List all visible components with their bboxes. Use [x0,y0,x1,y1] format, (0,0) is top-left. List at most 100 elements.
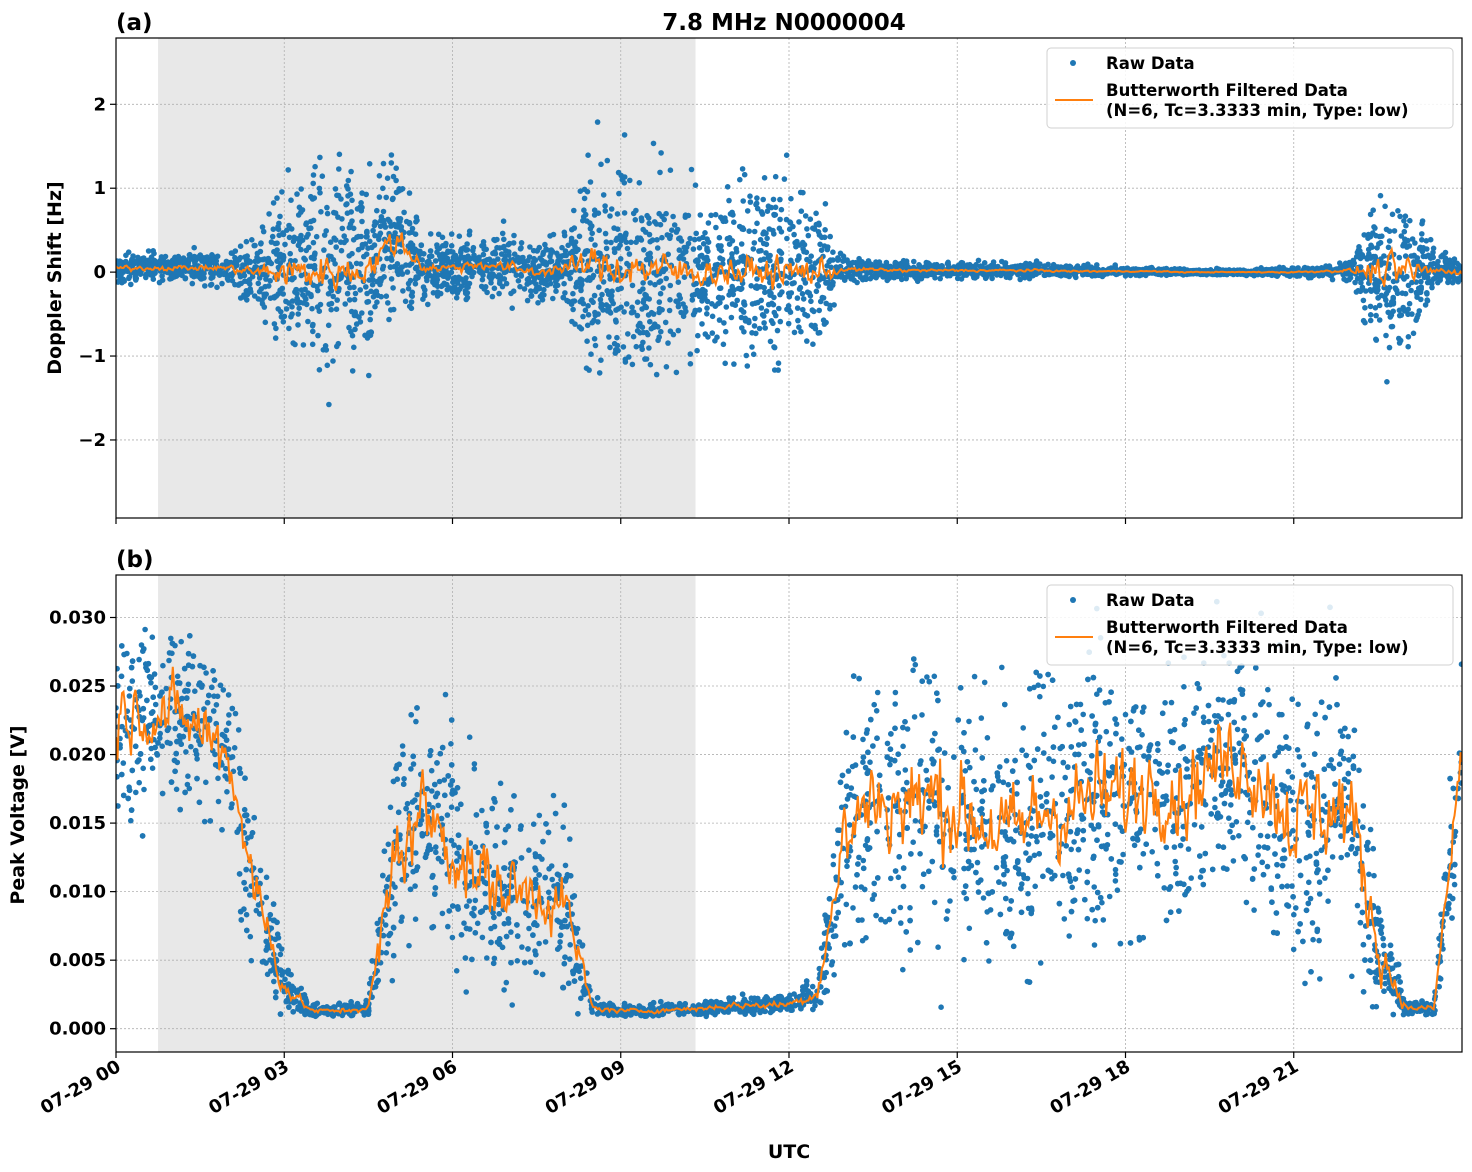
raw-data-point [392,901,398,907]
raw-data-point [490,258,497,264]
raw-data-point [388,160,395,166]
raw-data-point [1408,253,1415,259]
raw-data-point [595,210,602,216]
raw-data-point [237,243,244,249]
raw-data-point [294,191,300,197]
raw-data-point [751,228,758,235]
raw-data-point [958,259,965,266]
raw-data-point [488,276,494,283]
raw-data-point [1386,238,1393,244]
raw-data-point [808,253,814,259]
raw-data-point [1272,753,1278,759]
raw-data-point [384,175,391,181]
raw-data-point [1265,686,1271,693]
raw-data-point [731,361,737,367]
raw-data-point [354,206,361,212]
raw-data-point [814,281,821,288]
raw-data-point [776,305,782,312]
raw-data-point [579,296,585,303]
raw-data-point [639,306,645,312]
raw-data-point [827,306,833,312]
raw-data-point [666,307,673,314]
raw-data-point [723,304,730,310]
raw-data-point [224,789,230,795]
raw-data-point [547,259,553,265]
raw-data-point [656,279,662,286]
raw-data-point [358,233,364,240]
raw-data-point [383,194,390,201]
raw-data-point [607,289,614,296]
raw-data-point [317,190,323,196]
raw-data-point [283,306,290,312]
raw-data-point [771,231,777,237]
raw-data-point [439,253,445,259]
raw-data-point [515,278,522,284]
raw-data-point [713,224,719,231]
raw-data-point [973,261,979,268]
raw-data-point [675,299,681,306]
raw-data-point [1296,754,1303,760]
raw-data-point [588,351,594,358]
raw-data-point [149,634,156,640]
raw-data-point [791,329,798,336]
raw-data-point [598,304,604,310]
raw-data-point [879,263,886,269]
raw-data-point [306,263,312,270]
raw-data-point [761,313,767,319]
raw-data-point [639,217,645,224]
raw-data-point [387,218,393,225]
raw-data-point [772,204,779,211]
raw-data-point [261,294,268,300]
raw-data-point [330,293,337,300]
raw-data-point [640,280,646,286]
raw-data-point [1163,844,1170,851]
raw-data-point [588,297,595,304]
raw-data-point [1123,265,1130,272]
raw-data-point [309,305,315,312]
raw-data-point [748,283,754,289]
raw-data-point [1114,887,1121,893]
raw-data-point [751,323,758,329]
raw-data-point [345,186,351,192]
raw-data-point [474,920,481,927]
raw-data-point [1049,774,1055,780]
raw-data-point [751,240,758,246]
raw-data-point [581,207,587,213]
raw-data-point [333,237,339,243]
raw-data-point [348,168,354,175]
raw-data-point [742,315,749,322]
raw-data-point [363,234,370,240]
raw-data-point [621,309,627,315]
raw-data-point [602,230,609,237]
raw-data-point [191,244,197,251]
raw-data-point [648,325,655,332]
raw-data-point [328,280,334,286]
raw-data-point [281,313,288,320]
raw-data-point [729,301,736,307]
raw-data-point [716,246,723,252]
raw-data-point [1388,312,1395,318]
raw-data-point [380,208,387,215]
raw-data-point [786,226,793,232]
raw-data-point [821,234,828,241]
raw-data-point [1305,275,1312,281]
legend-dot-marker [1070,60,1076,66]
raw-data-point [153,258,159,265]
raw-data-point [1427,279,1434,285]
raw-data-point [643,304,650,311]
raw-data-point [244,253,250,259]
raw-data-point [567,942,573,948]
raw-data-point [626,262,632,269]
raw-data-point [511,251,518,257]
raw-data-point [305,318,311,325]
raw-data-point [715,294,722,301]
raw-data-point [740,309,747,315]
raw-data-point [1354,902,1361,909]
raw-data-point [1091,942,1098,948]
raw-data-point [1127,272,1134,279]
raw-data-point [762,289,768,296]
raw-data-point [807,216,814,222]
raw-data-point [796,219,802,225]
raw-data-point [563,252,569,259]
raw-data-point [801,276,807,283]
